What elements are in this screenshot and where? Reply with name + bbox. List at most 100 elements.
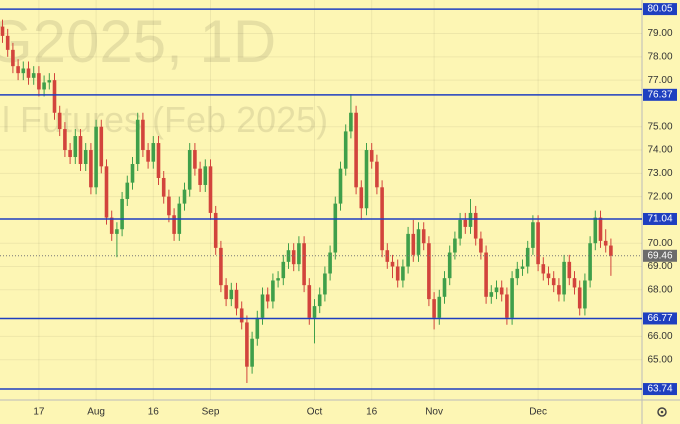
settings-icon[interactable]	[657, 407, 667, 417]
candle-body	[603, 240, 608, 246]
candle-body	[583, 280, 587, 309]
level-label: 76.37	[647, 89, 672, 100]
candle-body	[312, 306, 317, 318]
candle-body	[83, 150, 88, 165]
candle-body	[427, 243, 431, 300]
candle-body	[239, 308, 244, 323]
candle-body	[94, 126, 98, 188]
candle-body	[229, 289, 234, 300]
candle-body	[401, 266, 405, 281]
candle-body	[609, 245, 613, 256]
candle-body	[281, 261, 286, 279]
candle-body	[421, 229, 426, 244]
candle-body	[593, 217, 598, 244]
candle-body	[515, 268, 520, 279]
candle-body	[265, 294, 270, 302]
candle-body	[125, 182, 130, 199]
candle-body	[161, 177, 166, 197]
candle-body	[57, 112, 62, 130]
candle-body	[432, 299, 436, 318]
x-tick-label: Oct	[307, 407, 323, 418]
candle-body	[416, 229, 421, 255]
candle-body	[557, 285, 561, 295]
candle-body	[567, 261, 572, 279]
y-tick-label: 65.00	[647, 354, 672, 365]
candle-body	[146, 150, 150, 162]
candle-body	[369, 150, 374, 162]
candle-body	[250, 338, 254, 367]
candle-body	[411, 233, 416, 255]
candle-body	[21, 68, 26, 74]
candle-body	[167, 196, 171, 216]
candle-body	[141, 119, 145, 151]
candle-body	[354, 112, 358, 188]
candle-body	[203, 166, 208, 185]
candle-body	[135, 119, 140, 165]
candle-body	[484, 252, 488, 297]
last-price-label: 69.46	[647, 250, 672, 261]
candle-body	[390, 261, 395, 267]
candle-body	[468, 212, 473, 227]
candle-body	[562, 261, 566, 295]
candle-body	[494, 287, 499, 293]
candle-body	[395, 266, 400, 281]
candle-body	[510, 278, 514, 318]
x-tick-label: 17	[33, 407, 45, 418]
candle-body	[489, 292, 494, 297]
candle-body	[271, 280, 275, 302]
candle-body	[16, 66, 20, 74]
candle-body	[26, 68, 31, 78]
candle-body	[208, 166, 213, 213]
candle-body	[42, 82, 46, 90]
candle-body	[182, 189, 187, 204]
candle-body	[343, 131, 348, 169]
watermark: G2025, 1D	[0, 8, 276, 75]
candle-body	[338, 168, 343, 204]
y-tick-label: 78.00	[647, 51, 672, 62]
candle-body	[453, 238, 457, 253]
y-tick-label: 70.00	[647, 238, 672, 249]
candle-body	[11, 49, 15, 67]
candle-body	[198, 168, 202, 185]
level-box	[643, 212, 677, 225]
x-tick-label: 16	[366, 407, 378, 418]
candle-body	[359, 187, 364, 209]
candle-body	[349, 112, 353, 132]
candle-body	[151, 143, 156, 162]
candle-body	[172, 215, 176, 234]
candle-body	[78, 136, 83, 165]
candle-body	[99, 126, 104, 167]
x-tick-label: Nov	[425, 407, 443, 418]
level-box	[643, 3, 677, 16]
level-label: 63.74	[647, 384, 672, 395]
candle-body	[437, 296, 442, 318]
candle-body	[536, 222, 540, 265]
y-tick-label: 68.00	[647, 284, 672, 295]
candle-body	[297, 243, 301, 265]
candle-body	[276, 278, 280, 281]
candle-body	[187, 150, 192, 190]
y-tick-label: 73.00	[647, 168, 672, 179]
candle-body	[473, 212, 478, 239]
candle-body	[364, 150, 369, 209]
candle-body	[213, 212, 218, 248]
y-tick-label: 74.00	[647, 145, 672, 156]
candle-body	[130, 164, 135, 183]
candle-body	[375, 161, 379, 188]
candle-body	[307, 285, 312, 318]
candle-body	[525, 247, 530, 267]
x-tick-label: Dec	[529, 407, 547, 418]
last-price-box	[643, 249, 677, 262]
y-tick-label: 72.00	[647, 191, 672, 202]
watermark: il Futures (Feb 2025)	[0, 99, 328, 140]
x-tick-label: 16	[148, 407, 160, 418]
candle-body	[52, 80, 57, 113]
y-tick-label: 77.00	[647, 75, 672, 86]
candle-body	[255, 317, 260, 339]
candle-body	[333, 203, 338, 253]
candle-body	[577, 287, 582, 309]
candle-body	[317, 294, 322, 307]
candle-body	[5, 35, 10, 50]
